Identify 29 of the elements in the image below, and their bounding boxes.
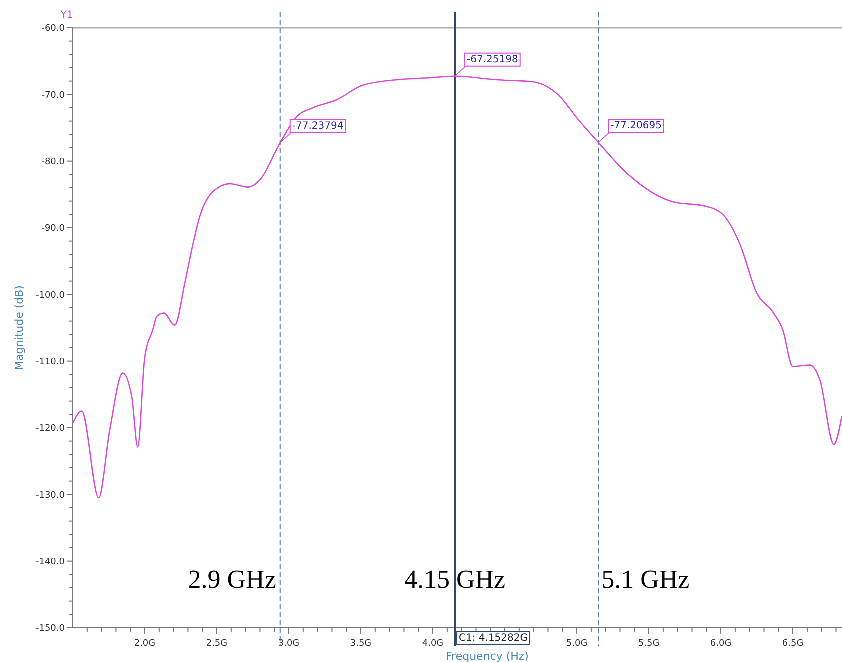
y-tick-label: -130.0 bbox=[36, 490, 66, 501]
x-tick-label: 6.5G bbox=[782, 639, 804, 649]
y-tick-label: -140.0 bbox=[36, 557, 66, 568]
annotation: -77.20695 bbox=[610, 120, 662, 132]
ref-line-label: 5.1 GHz bbox=[602, 565, 690, 594]
y-axis-title: Magnitude (dB) bbox=[13, 286, 26, 370]
annotation: -77.23794 bbox=[292, 120, 344, 132]
ref-line-label: 4.15 GHz bbox=[404, 565, 506, 594]
y-tick-label: -80.0 bbox=[42, 157, 66, 168]
y-tick-label: -90.0 bbox=[42, 224, 66, 234]
x-tick-label: 6.0G bbox=[710, 639, 732, 649]
ref-line-label: 2.9 GHz bbox=[188, 565, 276, 594]
x-tick-label: 5.0G bbox=[566, 639, 588, 649]
y-tick-label: -70.0 bbox=[42, 90, 66, 101]
annotation: C1: 4.15282G bbox=[459, 633, 528, 644]
x-tick-label: 3.5G bbox=[350, 639, 372, 649]
x-tick-label: 5.5G bbox=[638, 639, 660, 649]
x-tick-label: 2.0G bbox=[134, 639, 156, 649]
y-tick-label: -110.0 bbox=[36, 357, 66, 368]
y-tick-label: -100.0 bbox=[36, 290, 66, 301]
x-tick-label: 4.0G bbox=[422, 639, 444, 649]
y-tick-label: -120.0 bbox=[36, 424, 66, 434]
x-axis-title: Frequency (Hz) bbox=[446, 650, 529, 662]
text: Y1 bbox=[60, 10, 74, 21]
annotation: -67.25198 bbox=[467, 54, 518, 66]
y-tick-label: -60.0 bbox=[42, 24, 66, 34]
y-tick-label: -150.0 bbox=[36, 624, 66, 634]
x-tick-label: 3.0G bbox=[278, 639, 300, 649]
x-tick-label: 2.5G bbox=[206, 639, 228, 649]
